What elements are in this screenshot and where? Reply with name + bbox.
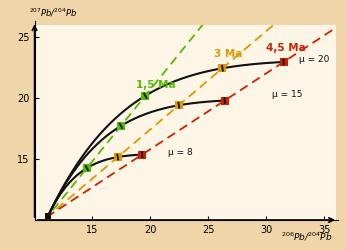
Text: μ = 8: μ = 8 (168, 148, 192, 158)
Text: $^{207}$Pb/$^{204}$Pb: $^{207}$Pb/$^{204}$Pb (29, 6, 77, 19)
Text: 1,5 Ma: 1,5 Ma (136, 80, 176, 90)
Text: $^{206}$Pb/$^{204}$Pb: $^{206}$Pb/$^{204}$Pb (281, 231, 333, 243)
Text: 3 Ma: 3 Ma (214, 49, 243, 59)
Text: μ = 20: μ = 20 (299, 55, 329, 64)
Text: μ = 15: μ = 15 (272, 90, 302, 99)
Text: 4,5 Ma: 4,5 Ma (266, 43, 306, 53)
